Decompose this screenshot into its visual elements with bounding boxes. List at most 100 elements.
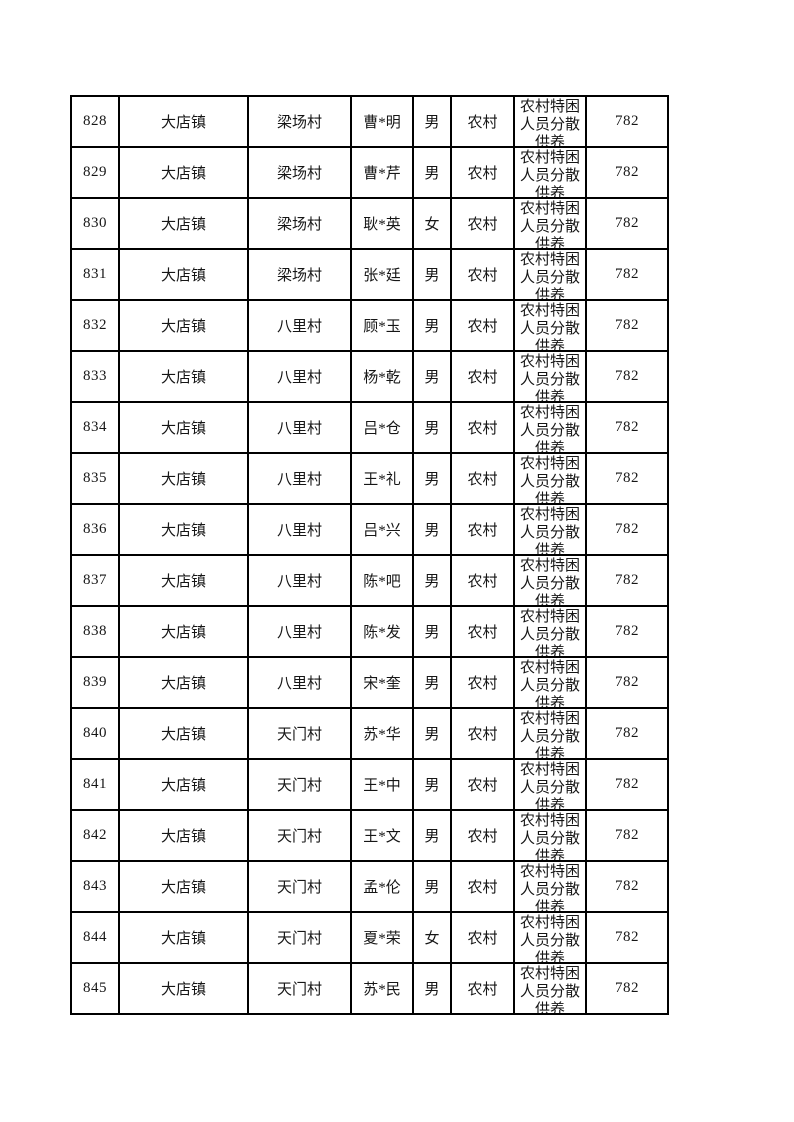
cell-village: 八里村 [247,452,352,505]
category-text: 农村特困 人员分散 供养 [519,404,580,452]
cell-gender: 男 [412,707,452,760]
category-text: 农村特困 人员分散 供养 [519,965,580,1013]
table-row: 837 大店镇 八里村 陈*吧 男 农村 农村特困 人员分散 供养 782 [70,554,669,607]
cell-name: 苏*华 [350,707,414,760]
category-text: 农村特困 人员分散 供养 [519,863,580,911]
cell-town: 大店镇 [118,503,249,556]
cell-village: 八里村 [247,554,352,607]
cell-town: 大店镇 [118,605,249,658]
cell-gender: 男 [412,554,452,607]
cell-gender: 男 [412,401,452,454]
cell-category: 农村特困 人员分散 供养 [513,350,587,403]
cell-category: 农村特困 人员分散 供养 [513,401,587,454]
cell-serial: 829 [70,146,120,199]
cell-village: 梁场村 [247,197,352,250]
cell-category: 农村特困 人员分散 供养 [513,197,587,250]
cell-name: 曹*明 [350,95,414,148]
category-text: 农村特困 人员分散 供养 [519,557,580,605]
cell-amount: 782 [585,197,669,250]
cell-town: 大店镇 [118,962,249,1015]
table-row: 840 大店镇 天门村 苏*华 男 农村 农村特困 人员分散 供养 782 [70,707,669,760]
cell-gender: 男 [412,962,452,1015]
table-row: 843 大店镇 天门村 孟*伦 男 农村 农村特困 人员分散 供养 782 [70,860,669,913]
cell-village: 天门村 [247,962,352,1015]
cell-area: 农村 [450,809,515,862]
table-row: 841 大店镇 天门村 王*中 男 农村 农村特困 人员分散 供养 782 [70,758,669,811]
cell-name: 王*礼 [350,452,414,505]
cell-category: 农村特困 人员分散 供养 [513,299,587,352]
cell-name: 夏*荣 [350,911,414,964]
cell-area: 农村 [450,911,515,964]
cell-town: 大店镇 [118,809,249,862]
cell-amount: 782 [585,860,669,913]
cell-village: 八里村 [247,299,352,352]
cell-name: 苏*民 [350,962,414,1015]
cell-area: 农村 [450,350,515,403]
category-text: 农村特困 人员分散 供养 [519,149,580,197]
cell-village: 天门村 [247,758,352,811]
category-text: 农村特困 人员分散 供养 [519,914,580,962]
cell-amount: 782 [585,911,669,964]
cell-serial: 840 [70,707,120,760]
cell-gender: 男 [412,248,452,301]
cell-category: 农村特困 人员分散 供养 [513,758,587,811]
table-row: 835 大店镇 八里村 王*礼 男 农村 农村特困 人员分散 供养 782 [70,452,669,505]
cell-amount: 782 [585,656,669,709]
cell-serial: 834 [70,401,120,454]
cell-town: 大店镇 [118,401,249,454]
cell-gender: 男 [412,95,452,148]
table-row: 828 大店镇 梁场村 曹*明 男 农村 农村特困 人员分散 供养 782 [70,95,669,148]
cell-amount: 782 [585,503,669,556]
table-row: 842 大店镇 天门村 王*文 男 农村 农村特困 人员分散 供养 782 [70,809,669,862]
table-row: 829 大店镇 梁场村 曹*芹 男 农村 农村特困 人员分散 供养 782 [70,146,669,199]
cell-category: 农村特困 人员分散 供养 [513,656,587,709]
cell-town: 大店镇 [118,95,249,148]
cell-village: 梁场村 [247,95,352,148]
category-text: 农村特困 人员分散 供养 [519,353,580,401]
cell-category: 农村特困 人员分散 供养 [513,605,587,658]
cell-amount: 782 [585,554,669,607]
cell-amount: 782 [585,350,669,403]
cell-category: 农村特困 人员分散 供养 [513,554,587,607]
cell-town: 大店镇 [118,758,249,811]
cell-gender: 女 [412,197,452,250]
category-text: 农村特困 人员分散 供养 [519,251,580,299]
cell-village: 天门村 [247,809,352,862]
table-row: 831 大店镇 梁场村 张*廷 男 农村 农村特困 人员分散 供养 782 [70,248,669,301]
table-row: 838 大店镇 八里村 陈*发 男 农村 农村特困 人员分散 供养 782 [70,605,669,658]
cell-village: 八里村 [247,401,352,454]
cell-area: 农村 [450,605,515,658]
cell-category: 农村特困 人员分散 供养 [513,95,587,148]
cell-name: 王*中 [350,758,414,811]
cell-town: 大店镇 [118,452,249,505]
cell-town: 大店镇 [118,911,249,964]
cell-name: 陈*吧 [350,554,414,607]
cell-serial: 836 [70,503,120,556]
cell-category: 农村特困 人员分散 供养 [513,707,587,760]
cell-category: 农村特困 人员分散 供养 [513,911,587,964]
cell-village: 八里村 [247,350,352,403]
cell-town: 大店镇 [118,350,249,403]
table-row: 834 大店镇 八里村 吕*仓 男 农村 农村特困 人员分散 供养 782 [70,401,669,454]
table-row: 833 大店镇 八里村 杨*乾 男 农村 农村特困 人员分散 供养 782 [70,350,669,403]
cell-category: 农村特困 人员分散 供养 [513,809,587,862]
cell-amount: 782 [585,605,669,658]
cell-town: 大店镇 [118,197,249,250]
cell-amount: 782 [585,452,669,505]
cell-name: 耿*英 [350,197,414,250]
cell-category: 农村特困 人员分散 供养 [513,962,587,1015]
cell-amount: 782 [585,962,669,1015]
cell-category: 农村特困 人员分散 供养 [513,248,587,301]
cell-gender: 男 [412,758,452,811]
cell-serial: 843 [70,860,120,913]
cell-area: 农村 [450,248,515,301]
table-row: 832 大店镇 八里村 顾*玉 男 农村 农村特困 人员分散 供养 782 [70,299,669,352]
cell-name: 顾*玉 [350,299,414,352]
cell-gender: 女 [412,911,452,964]
cell-amount: 782 [585,248,669,301]
cell-amount: 782 [585,401,669,454]
cell-gender: 男 [412,605,452,658]
cell-gender: 男 [412,809,452,862]
category-text: 农村特困 人员分散 供养 [519,608,580,656]
